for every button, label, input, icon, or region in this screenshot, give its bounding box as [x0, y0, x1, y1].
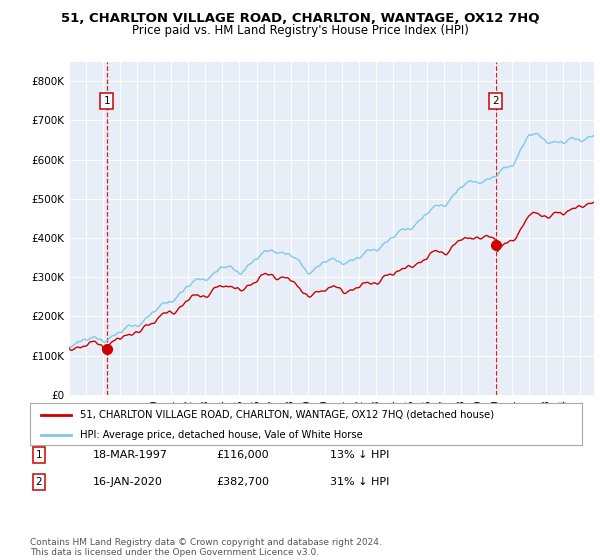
Text: 51, CHARLTON VILLAGE ROAD, CHARLTON, WANTAGE, OX12 7HQ (detached house): 51, CHARLTON VILLAGE ROAD, CHARLTON, WAN…	[80, 410, 494, 420]
Text: Price paid vs. HM Land Registry's House Price Index (HPI): Price paid vs. HM Land Registry's House …	[131, 24, 469, 36]
Text: 18-MAR-1997: 18-MAR-1997	[93, 450, 168, 460]
Text: 31% ↓ HPI: 31% ↓ HPI	[330, 477, 389, 487]
Text: Contains HM Land Registry data © Crown copyright and database right 2024.
This d: Contains HM Land Registry data © Crown c…	[30, 538, 382, 557]
Text: 13% ↓ HPI: 13% ↓ HPI	[330, 450, 389, 460]
Text: 16-JAN-2020: 16-JAN-2020	[93, 477, 163, 487]
Text: 2: 2	[493, 96, 499, 106]
Text: 1: 1	[103, 96, 110, 106]
Text: £382,700: £382,700	[216, 477, 269, 487]
Text: 51, CHARLTON VILLAGE ROAD, CHARLTON, WANTAGE, OX12 7HQ: 51, CHARLTON VILLAGE ROAD, CHARLTON, WAN…	[61, 12, 539, 25]
Text: HPI: Average price, detached house, Vale of White Horse: HPI: Average price, detached house, Vale…	[80, 430, 362, 440]
Text: £116,000: £116,000	[216, 450, 269, 460]
Text: 1: 1	[35, 450, 43, 460]
Text: 2: 2	[35, 477, 43, 487]
